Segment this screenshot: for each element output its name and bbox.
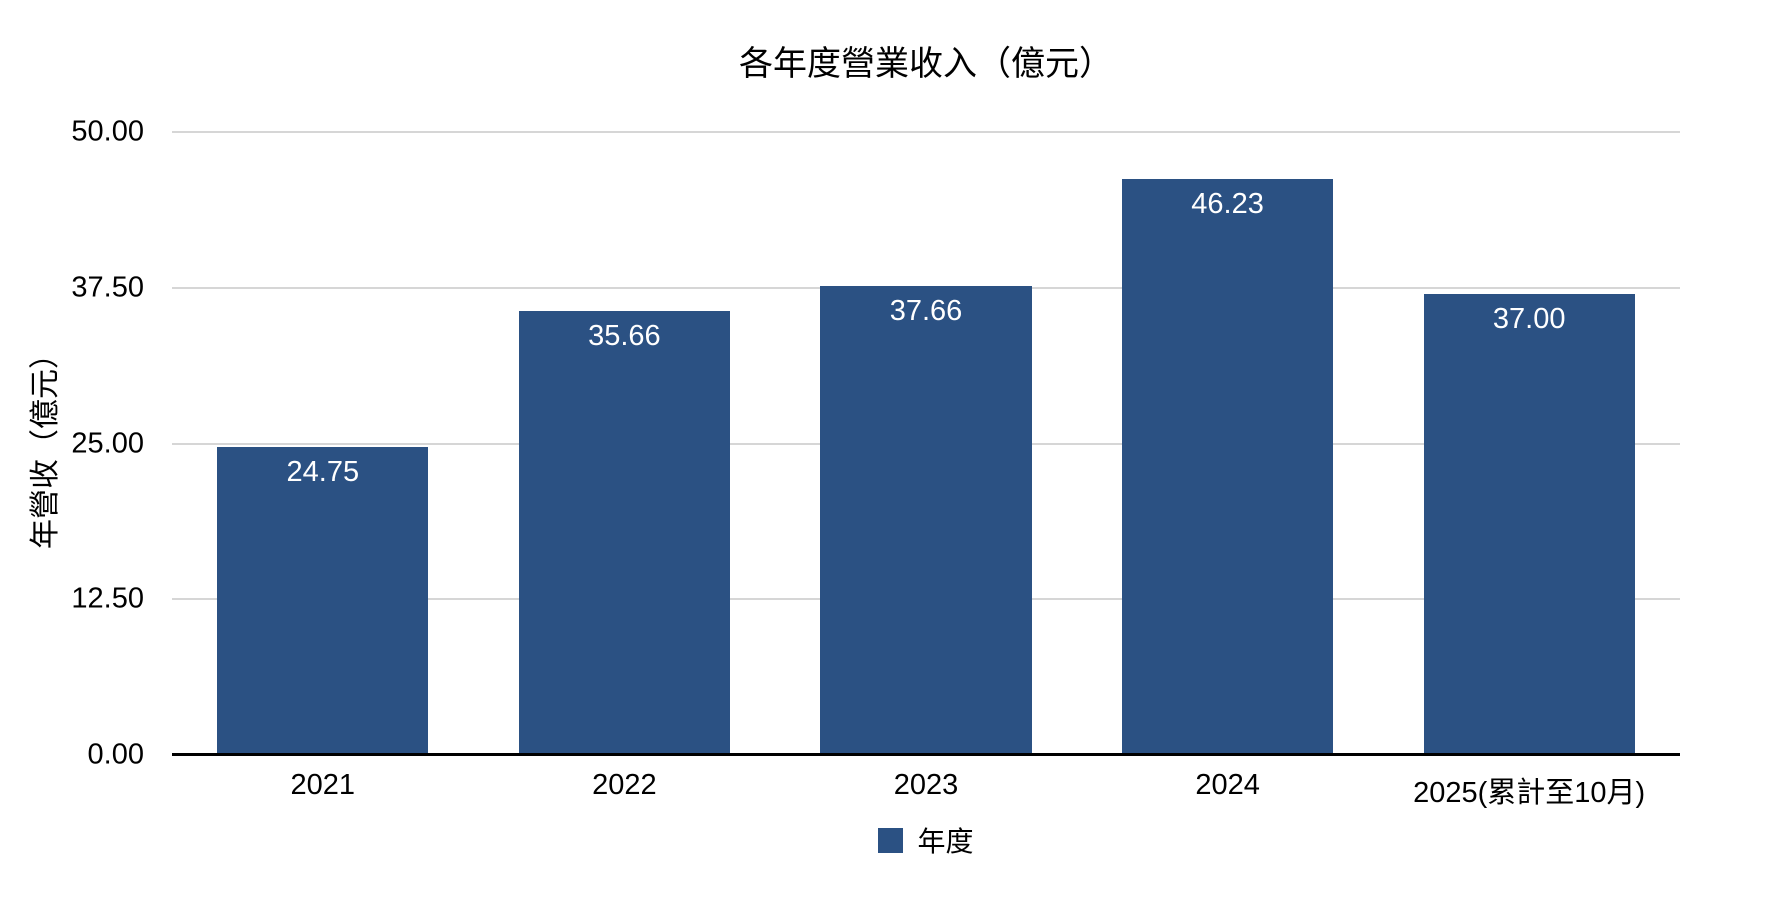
y-tick-label: 50.00: [71, 115, 144, 148]
bars-container: 24.75 35.66 37.66 46.23 37.00: [172, 132, 1680, 755]
x-axis-label: 2023: [893, 769, 959, 801]
plot-area: 24.75 35.66 37.66 46.23 37.00: [172, 131, 1680, 756]
bar-slot: 24.75: [172, 132, 474, 755]
bar-value-label: 37.00: [1492, 302, 1566, 335]
bar: 46.23: [1122, 178, 1334, 755]
bar: 24.75: [217, 446, 429, 755]
gridline: [172, 131, 1680, 133]
y-tick-label: 25.00: [71, 427, 144, 459]
bar-slot: 46.23: [1077, 132, 1379, 755]
legend-swatch-icon: [878, 827, 904, 853]
x-axis-line: [172, 753, 1680, 756]
bar-value-label: 46.23: [1191, 187, 1264, 220]
x-axis-label: 2025(累計至10月): [1413, 777, 1646, 809]
bar-value-label: 37.66: [889, 294, 963, 327]
bar-value-label: 35.66: [588, 319, 661, 352]
bar: 37.66: [820, 285, 1032, 755]
y-tick-label: 37.50: [71, 271, 144, 304]
x-axis-label: 2022: [592, 769, 657, 801]
x-axis-labels: 2021 2022 2023 2024 2025(累計至10月): [172, 769, 1680, 811]
bar-slot: 37.66: [775, 132, 1077, 755]
bar: 37.00: [1423, 293, 1635, 755]
bar-slot: 37.00: [1378, 132, 1680, 755]
y-tick-label: 12.50: [71, 582, 144, 615]
chart-title: 各年度營業收入（億元）: [739, 45, 1113, 83]
x-axis-label: 2024: [1195, 769, 1260, 801]
x-axis-label: 2021: [290, 769, 356, 801]
y-tick-label: 0.00: [87, 738, 144, 771]
bar-slot: 35.66: [474, 132, 776, 755]
bar: 35.66: [518, 310, 730, 755]
bar-value-label: 24.75: [286, 455, 360, 488]
legend: 年度: [172, 820, 1680, 860]
y-axis-tick-labels: 0.00 12.50 25.00 37.50 50.00: [0, 116, 144, 771]
legend-label: 年度: [917, 826, 974, 857]
